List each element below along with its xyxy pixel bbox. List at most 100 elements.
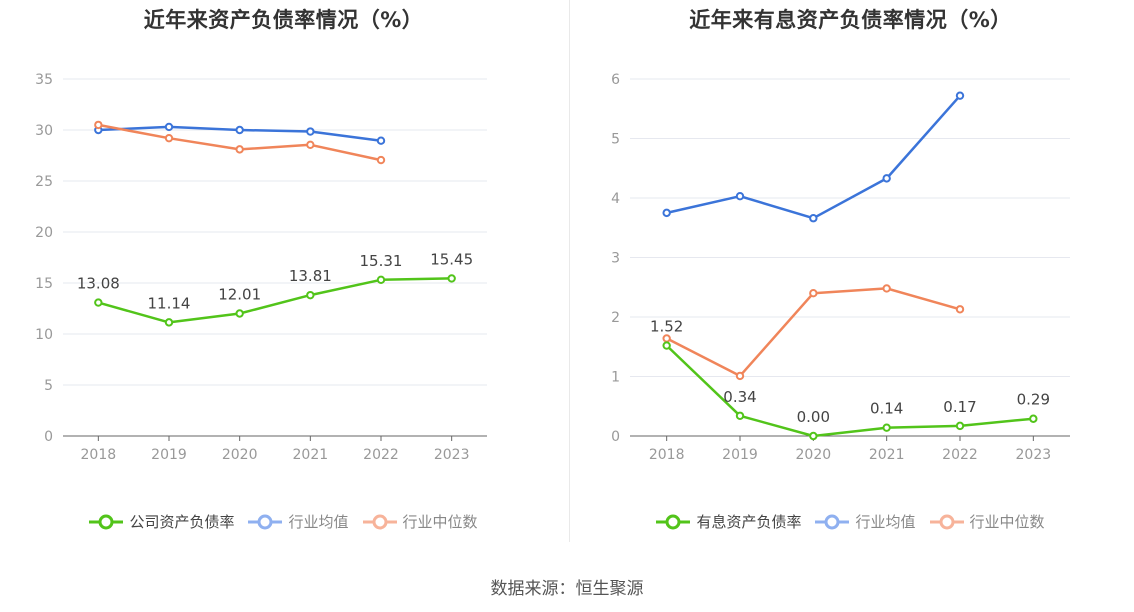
data-point <box>94 298 103 307</box>
legend-marker-icon <box>929 514 964 529</box>
chart-panel-interest-debt-ratio: 近年来有息资产负债率情况（%） 0 1 2 3 4 5 6 2018 2019 2020 2021 2… <box>567 0 1134 560</box>
chart-title: 近年来有息资产负债率情况（%） <box>689 8 1012 32</box>
legend-label: 行业中位数 <box>402 513 478 531</box>
chart-interest-debt-ratio: 0 1 2 3 4 5 6 2018 2019 2020 2021 2022 2023 1.52 0.34 0… <box>611 72 1070 463</box>
data-point <box>235 125 244 135</box>
x-tick-label: 2019 <box>722 447 758 463</box>
data-point <box>164 122 174 132</box>
y-tick-label: 30 <box>35 123 53 139</box>
data-label: 13.08 <box>77 275 120 293</box>
data-label: 13.81 <box>289 267 332 285</box>
data-point <box>809 214 818 223</box>
data-point <box>955 91 965 100</box>
legend-item-company[interactable]: 有息资产负债率 <box>656 511 801 532</box>
x-tick-label: 2018 <box>649 447 685 463</box>
y-tick-label: 15 <box>35 276 53 292</box>
legend-marker-icon <box>362 514 397 529</box>
x-tick-label: 2021 <box>293 447 329 463</box>
data-point <box>376 155 386 165</box>
data-point <box>94 120 103 130</box>
series-line <box>665 344 1034 438</box>
data-point <box>235 309 244 318</box>
y-tick-label: 20 <box>35 225 53 241</box>
legend: 有息资产负债率 行业均值 行业中位数 <box>567 511 1134 532</box>
series-line <box>97 277 452 324</box>
y-tick-label: 4 <box>611 191 620 207</box>
data-point <box>735 411 745 420</box>
data-point <box>306 140 315 149</box>
x-tick-label: 2020 <box>796 447 832 463</box>
data-label: 15.31 <box>360 252 403 270</box>
data-label: 12.01 <box>218 285 261 303</box>
data-point <box>955 421 965 431</box>
data-point <box>809 431 818 441</box>
data-label: 15.45 <box>430 250 473 268</box>
legend-marker-icon <box>89 514 124 529</box>
data-point <box>955 305 965 314</box>
series-line <box>666 287 961 378</box>
data-point <box>882 284 891 293</box>
y-tick-label: 0 <box>44 429 53 445</box>
y-tick-label: 1 <box>611 370 620 386</box>
data-point <box>376 275 386 285</box>
data-source: 数据来源：恒生聚源 <box>490 579 644 599</box>
x-tick-label: 2023 <box>434 447 470 463</box>
legend-item-industry-median[interactable]: 行业中位数 <box>929 511 1045 532</box>
x-tick-label: 2019 <box>151 447 187 463</box>
data-label: 11.14 <box>148 294 191 312</box>
y-tick-label: 0 <box>611 429 620 445</box>
data-point <box>1029 414 1038 423</box>
data-label: 0.34 <box>723 388 756 406</box>
x-tick-label: 2022 <box>942 447 978 463</box>
data-point <box>306 127 315 136</box>
data-label: 0.14 <box>870 400 903 418</box>
data-point <box>306 290 315 300</box>
data-label: 0.17 <box>943 398 976 416</box>
legend-label: 公司资产负债率 <box>129 513 235 531</box>
legend-item-company[interactable]: 公司资产负债率 <box>89 511 234 532</box>
data-label: 0.29 <box>1017 391 1050 409</box>
x-tick-label: 2022 <box>363 447 399 463</box>
y-tick-label: 3 <box>611 251 620 267</box>
x-tick-label: 2018 <box>81 447 117 463</box>
data-point <box>882 174 891 183</box>
legend-label: 行业中位数 <box>969 513 1045 531</box>
legend-item-industry-mean[interactable]: 行业均值 <box>248 511 349 532</box>
y-tick-label: 5 <box>611 132 620 148</box>
data-point <box>662 208 671 218</box>
data-label: 0.00 <box>797 408 830 426</box>
data-point <box>376 136 386 145</box>
x-tick-label: 2023 <box>1016 447 1052 463</box>
data-point <box>235 145 244 154</box>
y-tick-label: 2 <box>611 310 620 326</box>
y-tick-label: 6 <box>611 72 620 88</box>
data-point <box>735 371 745 381</box>
legend-label: 行业均值 <box>288 513 349 531</box>
data-point <box>809 289 818 298</box>
legend-marker-icon <box>815 514 850 529</box>
y-tick-label: 10 <box>35 327 53 343</box>
legend-marker-icon <box>248 514 283 529</box>
data-point <box>662 341 671 350</box>
data-point <box>164 318 174 327</box>
series-line <box>666 94 961 220</box>
data-point <box>164 133 174 143</box>
chart-title: 近年来资产负债率情况（%） <box>143 8 424 32</box>
y-tick-label: 5 <box>44 378 53 394</box>
data-point <box>882 423 891 432</box>
y-tick-label: 35 <box>35 72 53 88</box>
legend-item-industry-median[interactable]: 行业中位数 <box>362 511 478 532</box>
data-point <box>735 192 745 201</box>
x-tick-label: 2021 <box>869 447 905 463</box>
data-point <box>447 274 456 283</box>
chart-debt-ratio: 0 5 10 15 20 25 30 35 2018 2019 2020 2021 2022 2023 13… <box>35 72 487 463</box>
x-tick-label: 2020 <box>222 447 258 463</box>
chart-panel-debt-ratio: 近年来资产负债率情况（%） 0 5 10 15 20 25 30 35 2018 2019 2020… <box>0 0 567 560</box>
panel-divider <box>569 0 570 542</box>
data-point <box>662 334 671 343</box>
legend-label: 行业均值 <box>855 513 916 531</box>
legend-item-industry-mean[interactable]: 行业均值 <box>815 511 916 532</box>
legend: 公司资产负债率 行业均值 行业中位数 <box>0 511 567 532</box>
legend-marker-icon <box>656 514 691 529</box>
y-tick-label: 25 <box>35 174 53 190</box>
